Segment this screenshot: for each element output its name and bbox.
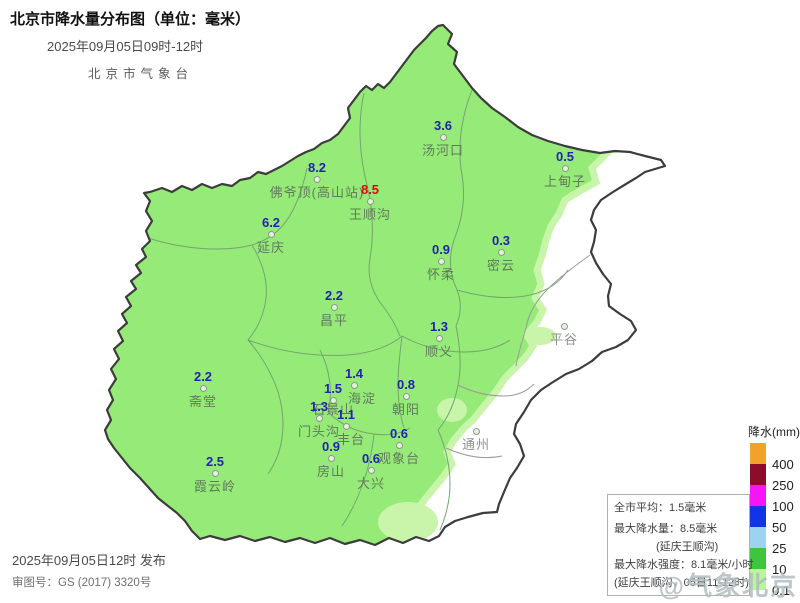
legend-swatch-250: [750, 464, 766, 485]
fringe-patch: [437, 398, 467, 422]
release-time: 2025年09月05日12时 发布: [12, 553, 166, 568]
station-dot: [366, 198, 374, 205]
station-tanghekou: 3.6 汤河口: [421, 118, 465, 158]
legend-swatch-25: [750, 527, 766, 548]
station-mentougou: 1.3 门头沟: [297, 399, 341, 439]
station-dot: [315, 415, 323, 422]
legend-swatch-50: [750, 506, 766, 527]
citywide-average: 全市平均：1.5毫米: [614, 502, 707, 514]
station-daxing: 0.6 大兴: [356, 451, 386, 491]
station-wangshungou: 8.5 王顺沟: [348, 182, 392, 222]
legend-label: 400: [772, 457, 794, 472]
time-range: 2025年09月05日09时-12时: [47, 39, 204, 54]
station-dot: [267, 231, 275, 238]
station-dot: [435, 335, 443, 342]
station-foyeding: 8.2 佛爷顶(高山站): [269, 160, 365, 200]
station-shijingshan: 1.5 石景山: [311, 381, 355, 417]
page-title: 北京市降水量分布图（单位：毫米）: [10, 11, 251, 28]
summary-info-box: 全市平均：1.5毫米 最大降水量：8.5毫米 (延庆王顺沟) 最大降水强度：8.…: [607, 494, 754, 596]
station-dot: [367, 467, 375, 474]
legend-label: 0.1: [772, 583, 791, 598]
station-dot: [342, 423, 350, 430]
station-shangdianzi: 0.5 上甸子: [543, 149, 587, 189]
legend-colorbar: [750, 443, 766, 590]
station-dot: [395, 442, 403, 449]
district-boundaries: [147, 89, 569, 531]
station-miyun: 0.3 密云: [486, 233, 516, 273]
station-tongzhou: 通州: [462, 427, 490, 451]
station-dot: [472, 428, 480, 435]
station-fengtai: 1.1 丰台: [336, 407, 366, 447]
station-fangshan: 0.9 房山: [316, 439, 346, 479]
station-changping: 2.2 昌平: [319, 288, 349, 328]
legend-swatch-400: [750, 443, 766, 464]
station-dot: [199, 385, 207, 392]
weibo-watermark: @气象北京: [658, 571, 798, 601]
station-guanxiangtai: 0.6 观象台: [377, 426, 421, 466]
station-dot: [313, 176, 321, 183]
legend-label: 100: [772, 499, 794, 514]
legend-swatch-100: [750, 485, 766, 506]
map-approval-number: 审图号：GS (2017) 3320号: [12, 577, 152, 589]
station-pinggu: 平谷: [550, 322, 578, 346]
legend-swatch-10: [750, 548, 766, 569]
station-dot: [561, 165, 569, 172]
station-xiayunling: 2.5 霞云岭: [193, 454, 237, 494]
station-zhaitang: 2.2 斋堂: [188, 369, 218, 409]
station-huairou: 0.9 怀柔: [426, 242, 456, 282]
max-intensity-location: (延庆王顺沟，05日11-12时): [614, 577, 749, 589]
legend-title: 降水(mm): [748, 425, 800, 439]
fringe-patch: [524, 327, 556, 345]
station-dot: [211, 470, 219, 477]
legend-label: 10: [772, 562, 787, 577]
station-shunyi: 1.3 顺义: [424, 319, 454, 359]
legend-label: 50: [772, 520, 787, 535]
station-yanqing: 6.2 延庆: [256, 215, 286, 255]
max-intensity: 最大降水强度：8.1毫米/小时: [614, 559, 754, 571]
station-chaoyang: 0.8 朝阳: [391, 377, 421, 417]
legend-label: 25: [772, 541, 787, 556]
station-dot: [560, 323, 568, 330]
max-precipitation: 最大降水量：8.5毫米: [614, 523, 718, 535]
station-dot: [402, 393, 410, 400]
station-haidian: 1.4 海淀: [344, 366, 377, 406]
station-dot: [350, 382, 358, 389]
legend-label: 250: [772, 478, 794, 493]
legend-swatch-0.1: [750, 569, 766, 590]
max-precipitation-location: (延庆王顺沟): [656, 541, 719, 553]
municipal-boundary: [103, 23, 667, 547]
station-dot: [439, 134, 447, 141]
station-dot: [327, 455, 335, 462]
station-dot: [329, 397, 337, 404]
district-boundaries-east: [445, 254, 591, 459]
station-dot: [437, 258, 445, 265]
agency-name: 北京市气象台: [88, 67, 194, 81]
rain-area-fill: [105, 25, 665, 545]
fringe-patch: [378, 502, 438, 542]
station-dot: [497, 249, 505, 256]
station-dot: [330, 304, 338, 311]
